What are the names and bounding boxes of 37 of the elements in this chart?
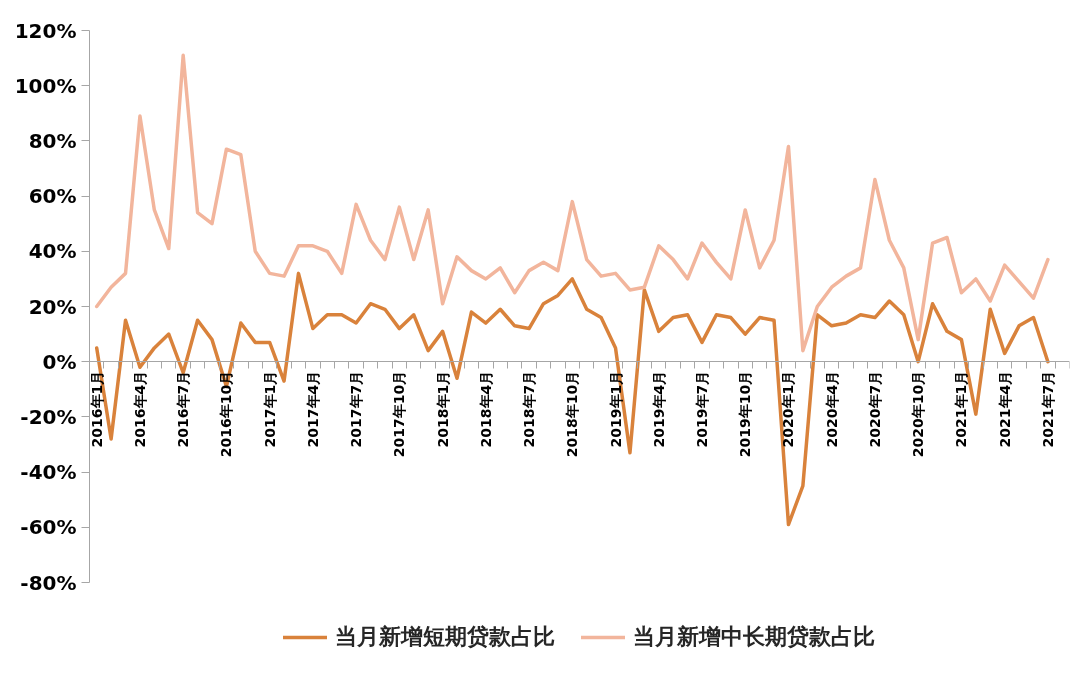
x-tick-label: 2020年4月 <box>823 370 840 448</box>
x-tick-label: 2019年10月 <box>737 370 754 458</box>
y-tick-label: 80% <box>28 128 77 153</box>
x-tick-label: 2016年7月 <box>175 370 192 448</box>
x-tick-label: 2018年10月 <box>564 370 581 458</box>
x-tick-label: 2017年4月 <box>304 370 321 448</box>
x-tick-label: 2018年1月 <box>434 370 451 448</box>
y-tick-label: 60% <box>28 184 77 209</box>
y-tick-label: -80% <box>20 570 77 595</box>
x-tick-label: 2018年7月 <box>521 370 538 448</box>
x-tick-label: 2017年7月 <box>348 370 365 448</box>
x-tick-label: 2017年1月 <box>261 370 278 448</box>
x-tick-label: 2016年4月 <box>131 370 148 448</box>
x-tick-label: 2020年1月 <box>780 370 797 448</box>
x-tick-label: 2021年1月 <box>953 370 970 448</box>
x-tick-label: 2017年10月 <box>391 370 408 458</box>
x-tick-label: 2018年4月 <box>477 370 494 448</box>
y-tick-label: 100% <box>14 73 77 98</box>
y-tick-label: -20% <box>20 404 77 429</box>
legend-label: 当月新增短期贷款占比 <box>335 623 555 651</box>
line-series <box>94 53 1050 353</box>
x-tick-label: 2021年4月 <box>996 370 1013 448</box>
x-tick-label: 2020年10月 <box>910 370 927 458</box>
y-tick-label: 20% <box>28 294 77 319</box>
x-tick-label: 2019年1月 <box>607 370 624 448</box>
x-tick-label: 2016年10月 <box>218 370 235 458</box>
x-tick-label: 2019年7月 <box>694 370 710 448</box>
x-tick-label: 2019年4月 <box>650 370 667 448</box>
y-tick-label: 120% <box>14 18 77 43</box>
y-tick-label: 0% <box>42 349 77 374</box>
y-tick-label: -40% <box>20 460 77 485</box>
x-tick-label: 2016年1月 <box>88 370 105 448</box>
y-tick-label: -60% <box>20 515 77 540</box>
x-tick-label: 2020年7月 <box>866 370 883 448</box>
y-tick-label: 40% <box>28 239 77 264</box>
legend-label: 当月新增中长期贷款占比 <box>633 623 875 651</box>
x-tick-label: 2021年7月 <box>1039 370 1056 448</box>
